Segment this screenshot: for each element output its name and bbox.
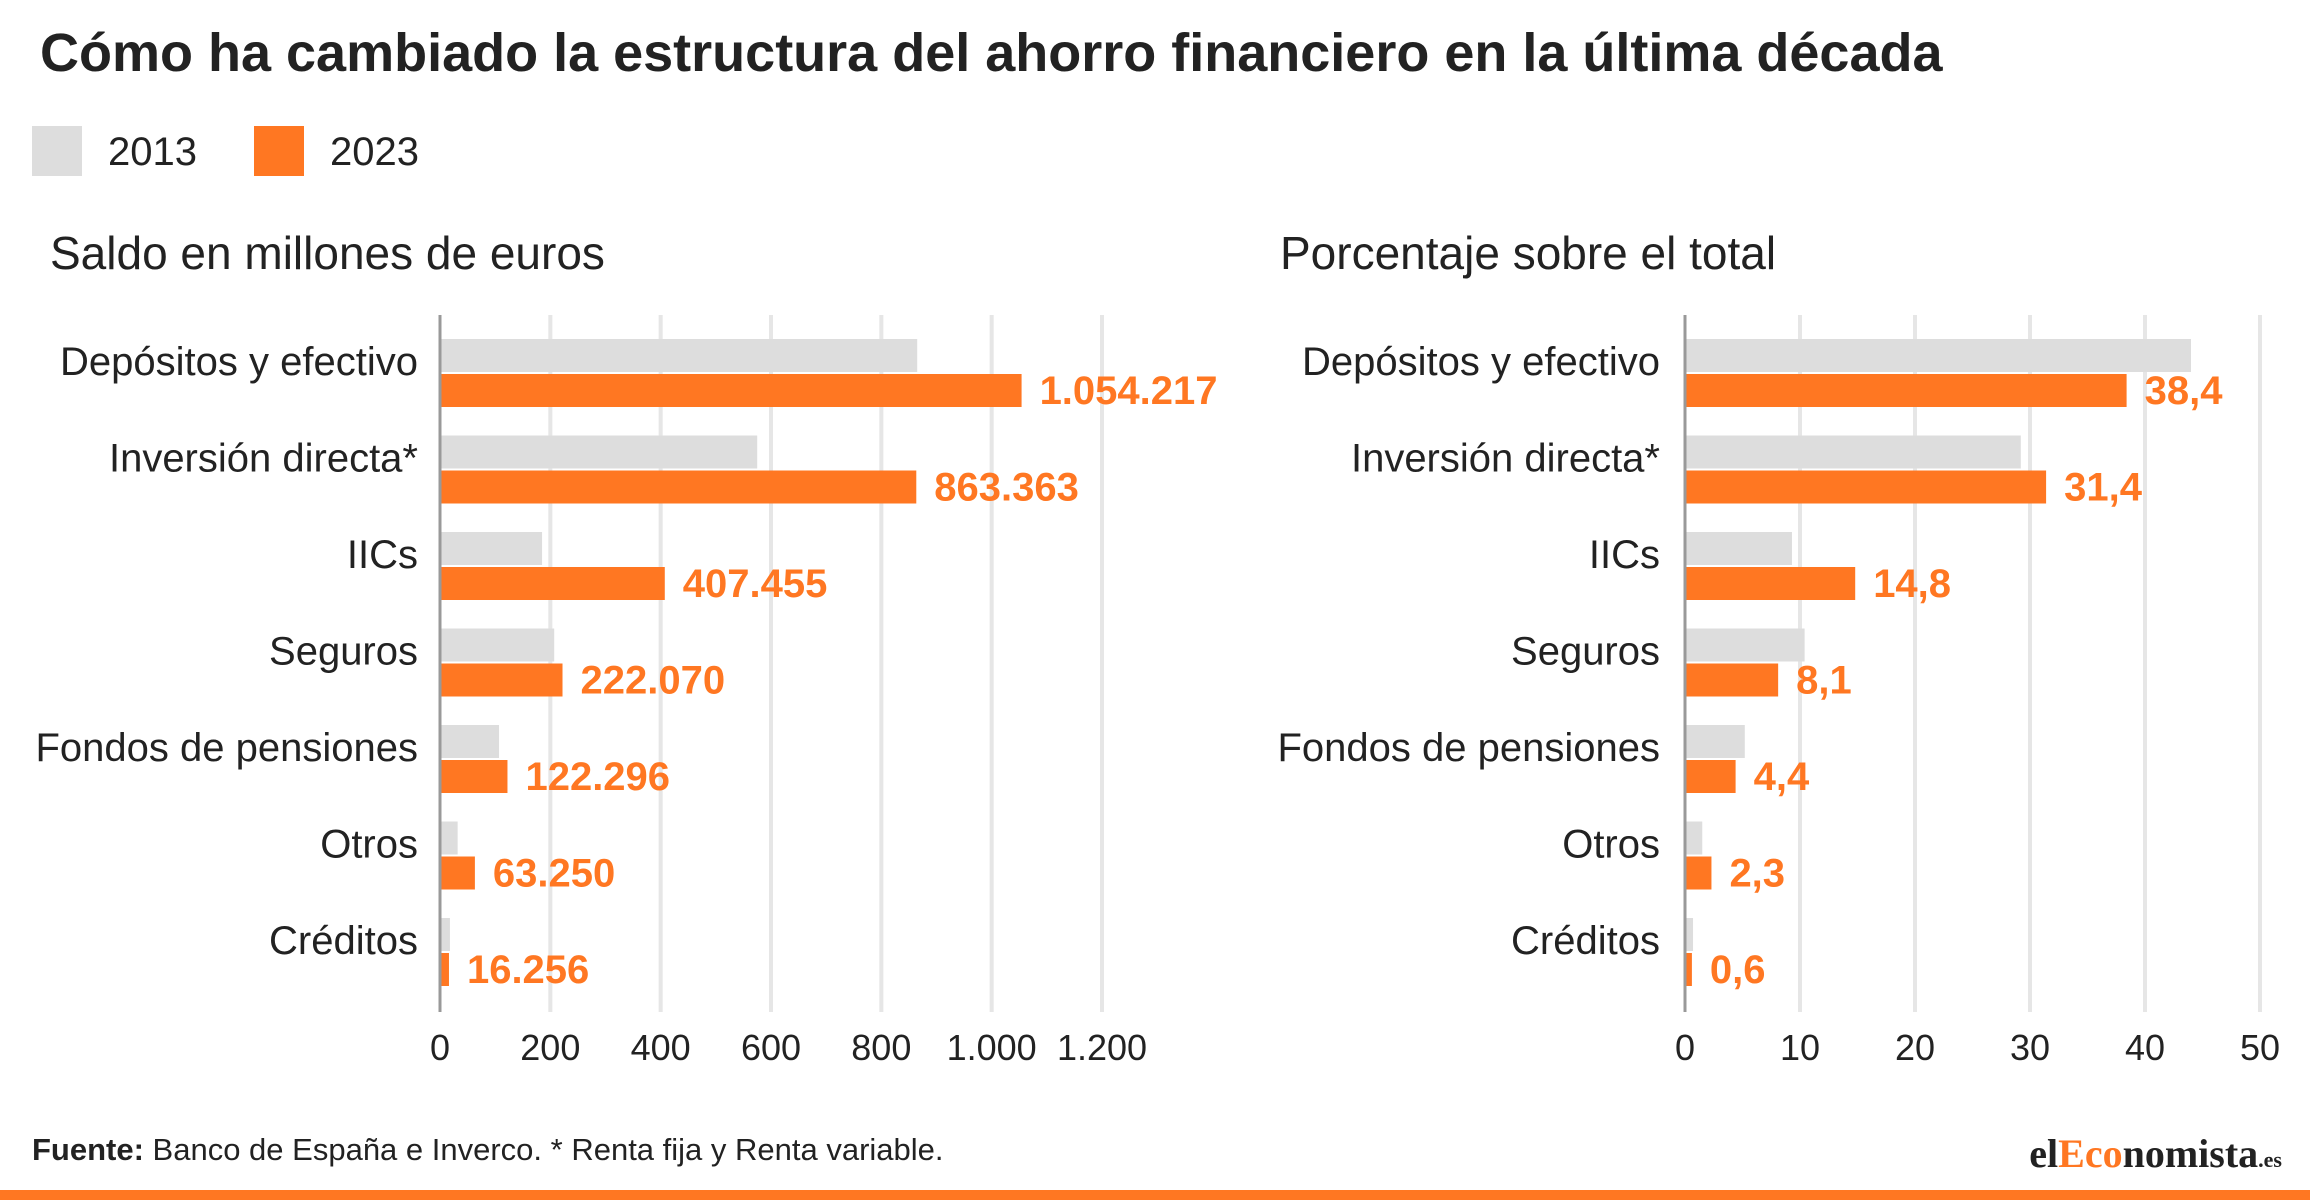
bar-2013-seguros — [440, 628, 555, 662]
bar-2023-otros — [1685, 856, 1712, 890]
category-label-fondos-de-pensiones: Fondos de pensiones — [36, 726, 419, 770]
bar-2023-depositos-y-efectivo — [440, 374, 1022, 407]
source-text: Banco de España e Inverco. * Renta fija … — [143, 1132, 944, 1167]
value-label-inversion-directa: 863.363 — [934, 466, 1079, 510]
legend-swatch-2013 — [32, 126, 82, 176]
value-label-seguros: 8,1 — [1796, 659, 1852, 703]
legend-label-2013: 2013 — [108, 130, 197, 174]
bar-2023-otros — [440, 856, 475, 890]
tick-label-1: 200 — [520, 1027, 580, 1068]
bar-2013-depositos-y-efectivo — [440, 339, 918, 372]
tick-label-1: 10 — [1780, 1027, 1820, 1068]
chart-saldo: 1.054.217 Depósitos y efectivo 863.363 Inve… — [36, 315, 1218, 1068]
value-label-otros: 63.250 — [493, 852, 615, 896]
panel-title-saldo: Saldo en millones de euros — [50, 227, 605, 279]
bar-2023-inversion-directa — [440, 470, 917, 504]
category-label-creditos: Créditos — [1511, 919, 1660, 963]
value-label-depositos-y-efectivo: 1.054.217 — [1040, 369, 1218, 413]
bar-2013-depositos-y-efectivo — [1685, 339, 2191, 372]
legend-label-2023: 2023 — [330, 130, 419, 174]
value-label-seguros: 222.070 — [581, 659, 726, 703]
bar-2023-iics — [1685, 567, 1856, 600]
bar-2013-creditos — [440, 918, 450, 951]
value-label-iics: 14,8 — [1873, 562, 1951, 606]
value-label-inversion-directa: 31,4 — [2064, 466, 2143, 510]
bar-2013-fondos-de-pensiones — [440, 725, 500, 758]
bar-2013-otros — [440, 821, 458, 855]
value-label-fondos-de-pensiones: 122.296 — [525, 755, 670, 799]
tick-label-4: 800 — [851, 1027, 911, 1068]
bar-2013-inversion-directa — [440, 435, 758, 469]
value-label-fondos-de-pensiones: 4,4 — [1754, 755, 1810, 799]
category-label-inversion-directa: Inversión directa* — [1351, 437, 1660, 481]
tick-label-3: 30 — [2010, 1027, 2050, 1068]
category-label-inversion-directa: Inversión directa* — [109, 437, 418, 481]
tick-label-5: 50 — [2240, 1027, 2280, 1068]
value-label-creditos: 0,6 — [1710, 948, 1766, 992]
tick-label-0: 0 — [1675, 1027, 1695, 1068]
category-label-otros: Otros — [1562, 823, 1660, 867]
bar-2023-inversion-directa — [1685, 470, 2047, 504]
tick-label-6: 1.200 — [1057, 1027, 1147, 1068]
bar-2013-otros — [1685, 821, 1703, 855]
bar-2023-fondos-de-pensiones — [1685, 760, 1736, 793]
source-label: Fuente: — [32, 1132, 144, 1167]
value-label-creditos: 16.256 — [467, 948, 589, 992]
category-label-seguros: Seguros — [269, 630, 418, 674]
category-label-depositos-y-efectivo: Depósitos y efectivo — [1302, 340, 1660, 384]
chart-porcentaje: 38,4 Depósitos y efectivo 31,4 Inversión di… — [1278, 315, 2280, 1068]
category-label-creditos: Créditos — [269, 919, 418, 963]
footer-bar — [0, 1190, 2310, 1200]
bar-2013-iics — [440, 532, 543, 565]
category-label-depositos-y-efectivo: Depósitos y efectivo — [60, 340, 418, 384]
value-label-depositos-y-efectivo: 38,4 — [2145, 369, 2224, 413]
bar-2013-seguros — [1685, 628, 1805, 662]
category-label-iics: IICs — [1589, 533, 1660, 577]
panel-title-porcentaje: Porcentaje sobre el total — [1280, 227, 1777, 279]
category-label-otros: Otros — [320, 823, 418, 867]
tick-label-0: 0 — [430, 1027, 450, 1068]
value-label-otros: 2,3 — [1729, 852, 1785, 896]
bar-2023-seguros — [1685, 663, 1779, 697]
brand-logo: elEconomista.es — [2029, 1131, 2282, 1176]
footer-source: Fuente: Banco de España e Inverco. * Ren… — [32, 1132, 944, 1168]
bar-2023-creditos — [1685, 953, 1692, 986]
category-label-iics: IICs — [347, 533, 418, 577]
bar-2013-fondos-de-pensiones — [1685, 725, 1745, 758]
legend-swatch-2023 — [254, 126, 304, 176]
bar-2013-creditos — [1685, 918, 1694, 951]
tick-label-4: 40 — [2125, 1027, 2165, 1068]
tick-label-2: 20 — [1895, 1027, 1935, 1068]
bar-2023-fondos-de-pensiones — [440, 760, 508, 793]
category-label-fondos-de-pensiones: Fondos de pensiones — [1278, 726, 1661, 770]
bar-2023-seguros — [440, 663, 563, 697]
tick-label-5: 1.000 — [947, 1027, 1037, 1068]
tick-label-2: 400 — [631, 1027, 691, 1068]
bar-2013-iics — [1685, 532, 1792, 565]
category-label-seguros: Seguros — [1511, 630, 1660, 674]
bar-2013-inversion-directa — [1685, 435, 2021, 469]
value-label-iics: 407.455 — [683, 562, 828, 606]
bar-2023-iics — [440, 567, 665, 600]
chart-title: Cómo ha cambiado la estructura del ahorr… — [40, 23, 1943, 83]
bar-2023-depositos-y-efectivo — [1685, 374, 2127, 407]
tick-label-3: 600 — [741, 1027, 801, 1068]
bar-2023-creditos — [440, 953, 449, 986]
